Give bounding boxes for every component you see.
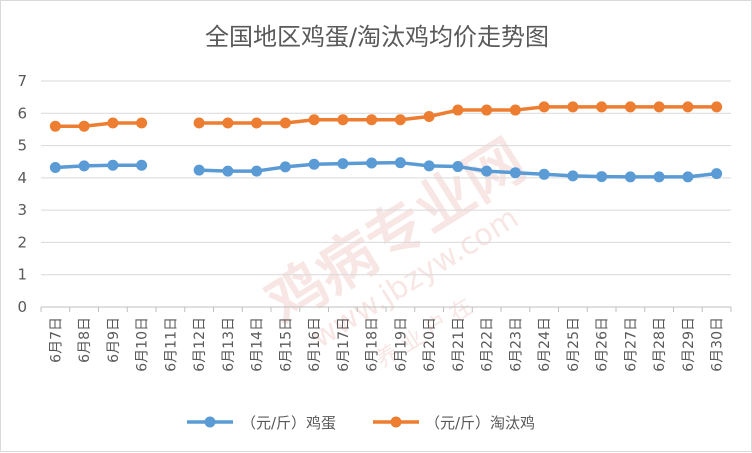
y-tick-label-2: 2	[17, 233, 27, 251]
series-1-point	[279, 161, 291, 173]
series-1-point	[394, 157, 406, 169]
series-1-point	[222, 165, 234, 177]
series-1-point	[251, 165, 263, 177]
y-axis-tick-labels: 0 1 2 3 4 5 6 7	[17, 72, 27, 316]
series-2-point	[251, 117, 263, 129]
series-2-point	[366, 114, 378, 126]
series-1-point	[308, 158, 320, 170]
x-tick-label: 6月11日	[163, 317, 179, 372]
series-2-point	[624, 101, 636, 113]
series-2	[49, 101, 723, 132]
series-2-point	[452, 104, 464, 116]
series-1-point	[567, 170, 579, 182]
x-tick-label: 6月22日	[480, 317, 496, 372]
y-tick-label-6: 6	[17, 104, 27, 122]
series-2-point	[711, 101, 723, 113]
y-tick-label-0: 0	[17, 298, 27, 316]
y-tick-label-5: 5	[17, 137, 27, 155]
series-2-point	[509, 104, 521, 116]
series-1-point	[481, 165, 493, 177]
x-axis-tick-labels: 6月7日 6月8日 6月9日 6月10日 6月11日 6月12日 6月13日 6月14日 6月1…	[48, 317, 725, 372]
series-1-point	[682, 171, 694, 183]
series-1-point	[452, 161, 464, 173]
x-tick-label: 6月9日	[106, 317, 122, 363]
y-tick-label-3: 3	[17, 201, 27, 219]
x-tick-label: 6月12日	[192, 317, 208, 372]
series-2-line	[53, 121, 144, 128]
series-2-point	[136, 117, 148, 129]
legend-label-2: （元/斤）淘汰鸡	[425, 414, 535, 432]
series-2-point	[308, 114, 320, 126]
series-1-point	[653, 171, 665, 183]
series-2-point	[279, 117, 291, 129]
series-layer	[49, 101, 723, 183]
series-2-point	[596, 101, 608, 113]
y-tick-label-7: 7	[17, 72, 27, 90]
legend-swatch-marker-1	[204, 416, 216, 428]
x-tick-label: 6月14日	[250, 317, 266, 372]
series-1-point	[78, 160, 90, 172]
series-1-point	[366, 157, 378, 169]
series-2-point	[423, 111, 435, 123]
series-1-point	[596, 171, 608, 183]
series-2-point	[394, 114, 406, 126]
legend-label-1: （元/斤）鸡蛋	[241, 414, 336, 432]
series-2-point	[107, 117, 119, 129]
series-1-point	[711, 168, 723, 180]
x-tick-label: 6月23日	[508, 317, 524, 372]
x-tick-label: 6月10日	[135, 317, 151, 372]
chart-title: 全国地区鸡蛋/淘汰鸡均价走势图	[205, 23, 549, 51]
x-tick-label: 6月24日	[537, 317, 553, 372]
x-tick-label: 6月25日	[566, 317, 582, 372]
series-1-point	[337, 158, 349, 170]
series-2-point	[481, 104, 493, 116]
series-1-point	[107, 159, 119, 171]
series-1-point	[136, 159, 148, 171]
x-tick-label: 6月29日	[681, 317, 697, 372]
series-2-point	[682, 101, 694, 113]
series-2-point	[337, 114, 349, 126]
x-tick-label: 6月17日	[336, 317, 352, 372]
series-2-point	[222, 117, 234, 129]
x-tick-label: 6月7日	[48, 317, 64, 363]
series-2-point	[193, 117, 205, 129]
legend: （元/斤）鸡蛋 （元/斤）淘汰鸡	[187, 414, 535, 432]
x-tick-label: 6月18日	[365, 317, 381, 372]
series-2-point	[653, 101, 665, 113]
series-1-point	[624, 171, 636, 183]
series-2-point	[49, 120, 61, 132]
series-1-point	[538, 168, 550, 180]
series-2-point	[78, 120, 90, 132]
series-1-point	[509, 167, 521, 179]
legend-swatch-marker-2	[390, 416, 402, 428]
series-1-point	[423, 160, 435, 172]
x-tick-label: 6月30日	[710, 317, 726, 372]
series-1-point	[193, 164, 205, 176]
y-tick-label-4: 4	[17, 169, 27, 187]
series-1-line	[53, 163, 144, 170]
x-tick-label: 6月8日	[77, 317, 93, 363]
x-tick-label: 6月28日	[652, 317, 668, 372]
series-1-point	[49, 162, 61, 174]
x-tick-label: 6月21日	[451, 317, 467, 372]
x-tick-label: 6月16日	[307, 317, 323, 372]
x-tick-label: 6月20日	[422, 317, 438, 372]
series-2-point	[567, 101, 579, 113]
x-tick-label: 6月15日	[278, 317, 294, 372]
y-tick-label-1: 1	[17, 266, 27, 284]
x-tick-label: 6月26日	[595, 317, 611, 372]
series-1	[49, 157, 723, 183]
series-2-point	[538, 101, 550, 113]
x-tick-label: 6月13日	[221, 317, 237, 372]
x-tick-label: 6月27日	[623, 317, 639, 372]
x-tick-label: 6月19日	[393, 317, 409, 372]
